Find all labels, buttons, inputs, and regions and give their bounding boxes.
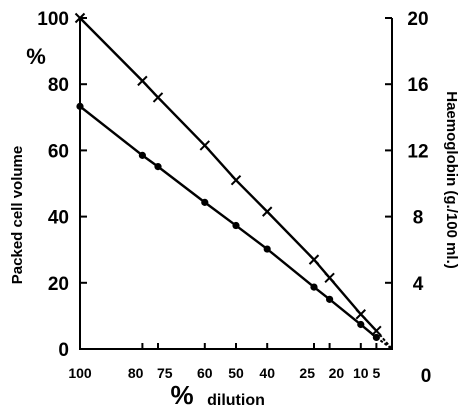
x-tick-label: 75	[157, 365, 173, 381]
data-point-x-marker	[261, 206, 273, 217]
data-point-dot	[357, 320, 365, 329]
data-point-x-marker	[324, 272, 335, 284]
data-point-dot	[138, 151, 146, 159]
data-point-dot	[372, 333, 380, 342]
x-axis-title: dilution	[207, 392, 265, 409]
data-point-dot	[263, 245, 271, 253]
data-point-dot	[76, 102, 84, 110]
x-tick-label: 50	[228, 365, 244, 381]
x-tick-label: 20	[329, 365, 345, 381]
y-right-tick-label: 16	[407, 75, 428, 96]
x-axis-percent-symbol: %	[170, 380, 193, 410]
data-point-x-marker	[74, 12, 86, 24]
x-tick-label: 10	[353, 365, 369, 381]
data-point-dot	[310, 283, 318, 291]
data-point-x-marker	[371, 325, 382, 337]
x-tick-label: 60	[197, 365, 213, 381]
series-line-packed-cell-volume	[79, 105, 378, 339]
x-tick-label: 80	[128, 365, 144, 381]
y-left-tick-label: 20	[48, 274, 69, 295]
y-right-tick-label: 4	[413, 274, 424, 295]
y-left-axis-title: Packed cell volume	[9, 146, 26, 284]
data-point-x-marker	[199, 140, 211, 151]
y-left-tick-label: 40	[48, 208, 69, 229]
y-left-tick-label: 80	[48, 75, 69, 96]
series-extrapolation	[375, 330, 393, 350]
series-extrapolation	[375, 336, 393, 350]
data-point-x-marker	[152, 92, 164, 103]
axes	[79, 18, 393, 350]
x-tick-label: 100	[68, 365, 92, 381]
y-left-tick-label: 0	[58, 340, 69, 361]
x-tick-label: 40	[259, 365, 275, 381]
series-markers	[74, 12, 382, 342]
data-point-dot	[201, 198, 209, 206]
series-line-haemoglobin	[79, 17, 378, 332]
y-right-tick-label: 12	[407, 141, 428, 162]
data-point-x-marker	[230, 174, 242, 186]
y-left-unit-label: %	[26, 44, 46, 69]
data-point-dot	[232, 221, 240, 230]
y-left-tick-label: 60	[48, 141, 69, 162]
x-tick-label: 0	[421, 366, 432, 387]
series-lines	[79, 17, 393, 350]
data-point-dot	[154, 163, 162, 171]
x-tick-label: 25	[299, 365, 315, 381]
x-tick-label: 5	[373, 365, 381, 381]
y-left-tick-label: 100	[37, 9, 69, 30]
y-right-tick-label: 20	[407, 9, 428, 30]
data-point-x-marker	[355, 309, 367, 320]
data-point-dot	[326, 295, 334, 303]
data-point-x-marker	[308, 254, 320, 265]
data-point-x-marker	[137, 75, 148, 87]
y-right-tick-label: 8	[413, 208, 424, 229]
y-right-axis-title: Haemoglobin (g./100 ml.)	[443, 91, 460, 269]
